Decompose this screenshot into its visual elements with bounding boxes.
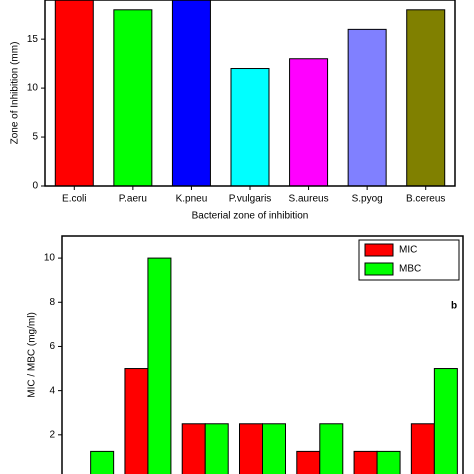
legend-swatch bbox=[364, 243, 394, 257]
legend-label: MBC bbox=[399, 264, 421, 275]
bar bbox=[239, 423, 263, 474]
frame bbox=[44, 0, 456, 187]
bar bbox=[410, 423, 435, 474]
y-tick-label: 2 bbox=[49, 429, 55, 440]
bar bbox=[90, 450, 115, 474]
y-tick-label: 10 bbox=[27, 83, 39, 94]
x-tick-label: E.coli bbox=[62, 194, 86, 205]
bar bbox=[347, 28, 387, 186]
bar bbox=[147, 257, 172, 474]
y-tick-label: 6 bbox=[49, 341, 55, 352]
y-tick-label: 5 bbox=[32, 132, 38, 143]
bar bbox=[289, 58, 329, 186]
bar bbox=[376, 450, 401, 474]
bar bbox=[433, 368, 458, 474]
y-axis-label: MIC / MBC (mg/ml) bbox=[27, 312, 38, 398]
y-tick-label: 10 bbox=[44, 253, 56, 264]
legend-swatch bbox=[364, 262, 394, 276]
bar bbox=[113, 9, 153, 186]
x-axis-label: Bacterial zone of inhibition bbox=[192, 211, 309, 222]
x-tick-label: B.cereus bbox=[406, 194, 445, 205]
bar bbox=[171, 0, 211, 186]
y-tick-label: 15 bbox=[27, 34, 39, 45]
x-tick-label: K.pneu bbox=[176, 194, 208, 205]
x-tick-label: P.aeru bbox=[119, 194, 147, 205]
plot bbox=[90, 257, 458, 474]
bar bbox=[262, 423, 286, 474]
panel-label: b bbox=[451, 301, 457, 312]
y-tick-label: 8 bbox=[49, 297, 55, 308]
plot bbox=[54, 0, 446, 186]
bar bbox=[124, 368, 149, 474]
frame bbox=[61, 235, 464, 474]
y-tick-label: 0 bbox=[32, 181, 38, 192]
legend-label: MIC bbox=[399, 245, 417, 256]
y-axis-label: Zone of Inhibition (mm) bbox=[10, 42, 21, 145]
bar bbox=[296, 450, 321, 474]
bar bbox=[54, 0, 94, 186]
x-tick-label: S.aureus bbox=[289, 194, 329, 205]
bar bbox=[230, 68, 270, 186]
bar bbox=[406, 9, 446, 186]
x-tick-label: P.vulgaris bbox=[229, 194, 272, 205]
bar bbox=[319, 423, 344, 474]
bar bbox=[353, 450, 378, 474]
bar bbox=[204, 423, 229, 474]
x-tick-label: S.pyog bbox=[352, 194, 383, 205]
bar bbox=[181, 423, 206, 474]
y-tick-label: 4 bbox=[49, 385, 55, 396]
